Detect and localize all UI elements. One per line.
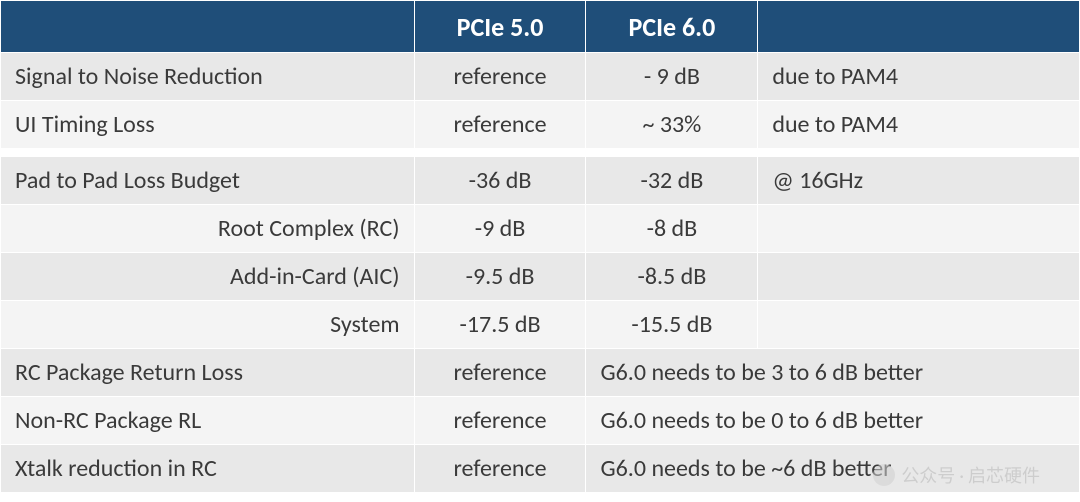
row-value-pcie5: reference (414, 445, 586, 493)
table-row: Add-in-Card (AIC)-9.5 dB-8.5 dB (1, 253, 1080, 301)
row-value-pcie6: -8 dB (586, 205, 758, 253)
table-spacer-row (1, 149, 1080, 157)
table-row: Root Complex (RC)-9 dB-8 dB (1, 205, 1080, 253)
header-pcie5: PCIe 5.0 (414, 1, 586, 53)
row-span-note: G6.0 needs to be ~6 dB better (586, 445, 1080, 493)
row-note (758, 253, 1080, 301)
row-label: Xtalk reduction in RC (1, 445, 415, 493)
row-value-pcie6: ~ 33% (586, 101, 758, 149)
header-pcie6: PCIe 6.0 (586, 1, 758, 53)
row-value-pcie5: reference (414, 53, 586, 101)
row-label: UI Timing Loss (1, 101, 415, 149)
row-label: Signal to Noise Reduction (1, 53, 415, 101)
pcie-comparison-table: PCIe 5.0 PCIe 6.0 Signal to Noise Reduct… (0, 0, 1080, 493)
table-header-row: PCIe 5.0 PCIe 6.0 (1, 1, 1080, 53)
row-label: RC Package Return Loss (1, 349, 415, 397)
table-row: Signal to Noise Reductionreference- 9 dB… (1, 53, 1080, 101)
table-row: System-17.5 dB-15.5 dB (1, 301, 1080, 349)
row-note (758, 301, 1080, 349)
row-value-pcie6: -8.5 dB (586, 253, 758, 301)
row-value-pcie6: -15.5 dB (586, 301, 758, 349)
row-note: due to PAM4 (758, 53, 1080, 101)
row-value-pcie5: -36 dB (414, 157, 586, 205)
row-value-pcie5: reference (414, 397, 586, 445)
row-value-pcie5: reference (414, 349, 586, 397)
row-value-pcie5: -9.5 dB (414, 253, 586, 301)
row-span-note: G6.0 needs to be 0 to 6 dB better (586, 397, 1080, 445)
table-row: UI Timing Lossreference~ 33%due to PAM4 (1, 101, 1080, 149)
table-row: Xtalk reduction in RCreferenceG6.0 needs… (1, 445, 1080, 493)
row-value-pcie6: - 9 dB (586, 53, 758, 101)
row-value-pcie5: reference (414, 101, 586, 149)
spacer-cell (1, 149, 1080, 157)
header-empty-left (1, 1, 415, 53)
row-label: Pad to Pad Loss Budget (1, 157, 415, 205)
row-span-note: G6.0 needs to be 3 to 6 dB better (586, 349, 1080, 397)
row-note: due to PAM4 (758, 101, 1080, 149)
row-note: @ 16GHz (758, 157, 1080, 205)
table-row: RC Package Return LossreferenceG6.0 need… (1, 349, 1080, 397)
row-label: System (1, 301, 415, 349)
row-value-pcie5: -17.5 dB (414, 301, 586, 349)
row-label: Non-RC Package RL (1, 397, 415, 445)
row-label: Root Complex (RC) (1, 205, 415, 253)
row-label: Add-in-Card (AIC) (1, 253, 415, 301)
header-empty-right (758, 1, 1080, 53)
table-row: Pad to Pad Loss Budget-36 dB-32 dB@ 16GH… (1, 157, 1080, 205)
row-value-pcie6: -32 dB (586, 157, 758, 205)
row-note (758, 205, 1080, 253)
row-value-pcie5: -9 dB (414, 205, 586, 253)
table-row: Non-RC Package RLreferenceG6.0 needs to … (1, 397, 1080, 445)
table-body: Signal to Noise Reductionreference- 9 dB… (1, 53, 1080, 493)
